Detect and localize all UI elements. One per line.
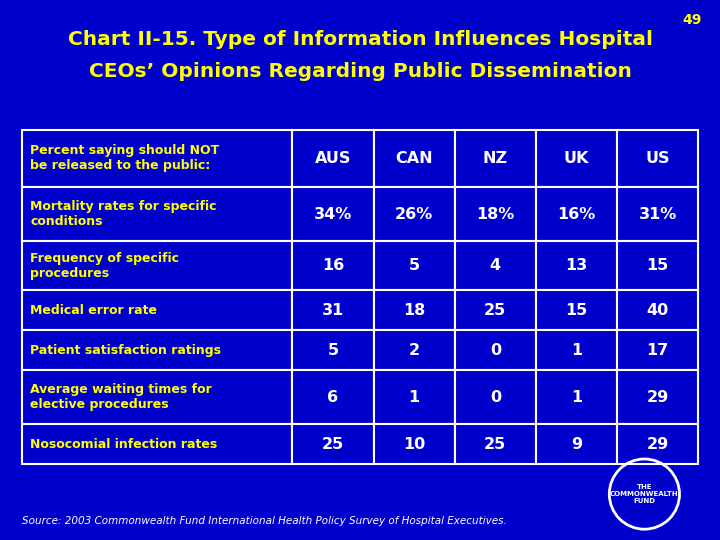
Text: 31: 31	[322, 302, 344, 318]
Text: Mortality rates for specific
conditions: Mortality rates for specific conditions	[30, 200, 217, 228]
Text: Nosocomial infection rates: Nosocomial infection rates	[30, 438, 217, 451]
Text: Percent saying should NOT
be released to the public:: Percent saying should NOT be released to…	[30, 144, 220, 172]
Text: NZ: NZ	[483, 151, 508, 166]
Text: US: US	[646, 151, 670, 166]
Text: CEOs’ Opinions Regarding Public Dissemination: CEOs’ Opinions Regarding Public Dissemin…	[89, 62, 631, 81]
Text: 1: 1	[571, 390, 582, 405]
Text: 1: 1	[571, 343, 582, 357]
Text: 1: 1	[408, 390, 420, 405]
Text: Patient satisfaction ratings: Patient satisfaction ratings	[30, 343, 221, 357]
Text: 18: 18	[403, 302, 426, 318]
Text: 16: 16	[322, 258, 344, 273]
Text: 5: 5	[408, 258, 420, 273]
Text: 13: 13	[565, 258, 588, 273]
Text: 0: 0	[490, 390, 501, 405]
Text: 9: 9	[571, 437, 582, 452]
Text: 0: 0	[490, 343, 501, 357]
Text: 34%: 34%	[314, 207, 352, 222]
Text: UK: UK	[564, 151, 589, 166]
Text: 29: 29	[647, 390, 669, 405]
Text: CAN: CAN	[395, 151, 433, 166]
Text: 29: 29	[647, 437, 669, 452]
Text: Medical error rate: Medical error rate	[30, 303, 157, 316]
Text: 31%: 31%	[639, 207, 677, 222]
Text: Chart II-15. Type of Information Influences Hospital: Chart II-15. Type of Information Influen…	[68, 30, 652, 49]
Text: Source: 2003 Commonwealth Fund International Health Policy Survey of Hospital Ex: Source: 2003 Commonwealth Fund Internati…	[22, 516, 506, 526]
Text: 49: 49	[683, 14, 702, 28]
Text: 18%: 18%	[476, 207, 515, 222]
Text: 25: 25	[485, 302, 506, 318]
Text: 15: 15	[647, 258, 669, 273]
Text: 17: 17	[647, 343, 669, 357]
Text: AUS: AUS	[315, 151, 351, 166]
Text: 26%: 26%	[395, 207, 433, 222]
Text: 10: 10	[403, 437, 426, 452]
Text: 25: 25	[485, 437, 506, 452]
Text: 15: 15	[565, 302, 588, 318]
Text: 25: 25	[322, 437, 344, 452]
Text: 5: 5	[328, 343, 338, 357]
Text: 4: 4	[490, 258, 501, 273]
Text: Frequency of specific
procedures: Frequency of specific procedures	[30, 252, 179, 280]
Text: 2: 2	[408, 343, 420, 357]
Text: 6: 6	[328, 390, 338, 405]
Text: 40: 40	[647, 302, 669, 318]
Text: Average waiting times for
elective procedures: Average waiting times for elective proce…	[30, 383, 212, 411]
Text: 16%: 16%	[557, 207, 595, 222]
Text: THE
COMMONWEALTH
FUND: THE COMMONWEALTH FUND	[610, 484, 679, 504]
